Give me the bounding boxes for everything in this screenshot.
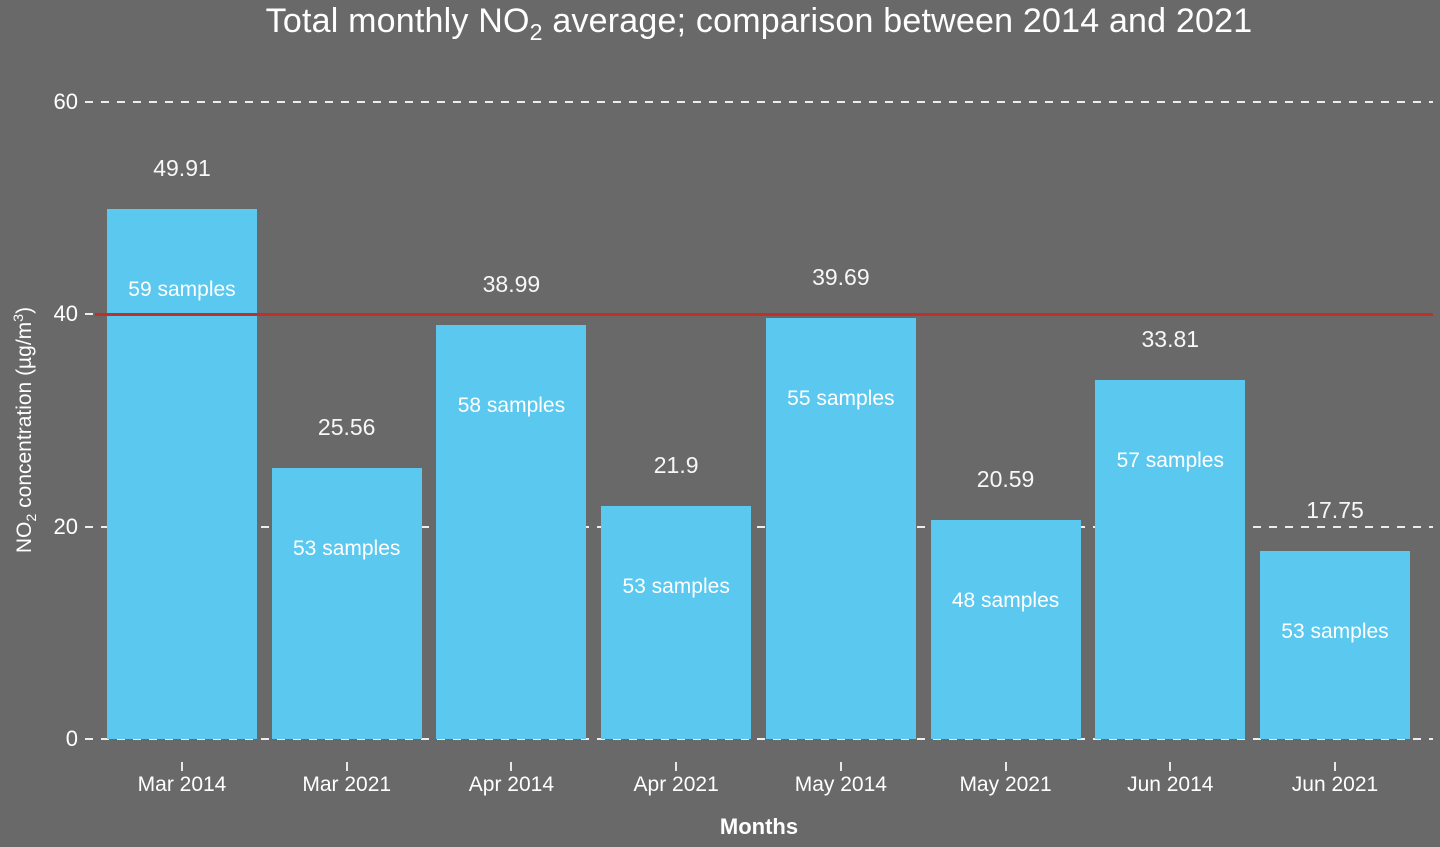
y-tick-label-60: 60 [53,89,78,114]
bar-jun-2014: 57 samples [1095,380,1246,739]
gridline-y-60 [85,101,1433,103]
x-category-label-mar-2021: Mar 2021 [302,773,392,796]
bar-value-label-mar-2021: 25.56 [317,413,376,440]
x-tick-mark-apr-2014 [510,762,513,771]
bar-value-label-may-2021: 20.59 [976,466,1035,493]
sample-count-label-apr-2021: 53 samples [622,575,730,599]
sample-count-label-apr-2014: 58 samples [457,394,566,418]
y-axis-label: NO2 concentration (µg/m3) [11,280,41,580]
sample-count-label-mar-2014: 59 samples [128,278,236,302]
x-category-label-apr-2021: Apr 2021 [633,773,719,796]
x-axis-label: Months [719,814,799,839]
sample-count-label-jun-2014: 57 samples [1116,449,1224,473]
title-text-rest: average; comparison between 2014 and 202… [542,2,1253,40]
x-category-label-jun-2021: Jun 2021 [1291,773,1379,796]
x-tick-mark-apr-2021 [675,762,678,771]
x-category-label-may-2021: May 2021 [959,773,1052,796]
x-tick-mark-jun-2014 [1169,762,1172,771]
sample-count-label-mar-2021: 53 samples [293,536,401,560]
x-tick-mark-may-2021 [1004,762,1007,771]
bar-value-label-jun-2021: 17.75 [1306,496,1364,523]
x-category-label-mar-2014: Mar 2014 [137,773,227,796]
y-tick-label-20: 20 [53,513,78,539]
sample-count-label-may-2014: 55 samples [787,386,895,410]
bar-value-label-apr-2014: 38.99 [482,271,541,298]
y-tick-label-0: 0 [65,726,78,751]
gridline-y-0 [85,738,1433,740]
ylabel-text-rest: ) [13,306,36,314]
x-tick-mark-may-2014 [839,762,842,771]
bar-apr-2014: 58 samples [436,325,587,739]
x-tick-mark-jun-2021 [1334,762,1336,771]
ylabel-superscript: 3 [11,313,27,322]
bar-value-label-mar-2014: 49.91 [153,155,211,182]
title-subscript: 2 [529,18,543,45]
bar-may-2021: 48 samples [930,520,1081,739]
x-category-label-apr-2014: Apr 2014 [468,773,555,796]
chart-title: Total monthly NO2 average; comparison be… [85,2,1433,46]
ylabel-subscript: 2 [24,513,41,522]
bar-mar-2021: 53 samples [271,467,422,739]
x-category-label-may-2014: May 2014 [794,773,887,796]
sample-count-label-may-2021: 48 samples [951,589,1060,613]
reference-line-40 [95,313,1433,317]
bar-value-label-apr-2021: 21.9 [653,452,699,479]
x-tick-mark-mar-2014 [181,762,183,771]
bar-jun-2021: 53 samples [1260,550,1410,739]
bar-value-label-jun-2014: 33.81 [1141,326,1200,353]
ylabel-text-mid: concentration (µg/m [13,321,36,514]
gridline-y-20 [85,525,1433,528]
bar-may-2014: 55 samples [765,317,916,739]
bar-mar-2014: 59 samples [107,209,257,739]
y-tick-label-40: 40 [53,301,78,327]
x-tick-mark-mar-2021 [345,762,348,771]
bar-value-label-may-2014: 39.69 [812,263,870,290]
bar-apr-2021: 53 samples [601,506,752,739]
ylabel-text: NO [13,521,36,554]
x-category-label-jun-2014: Jun 2014 [1127,773,1214,796]
title-text: Total monthly NO [265,2,530,40]
sample-count-label-jun-2021: 53 samples [1281,619,1389,643]
